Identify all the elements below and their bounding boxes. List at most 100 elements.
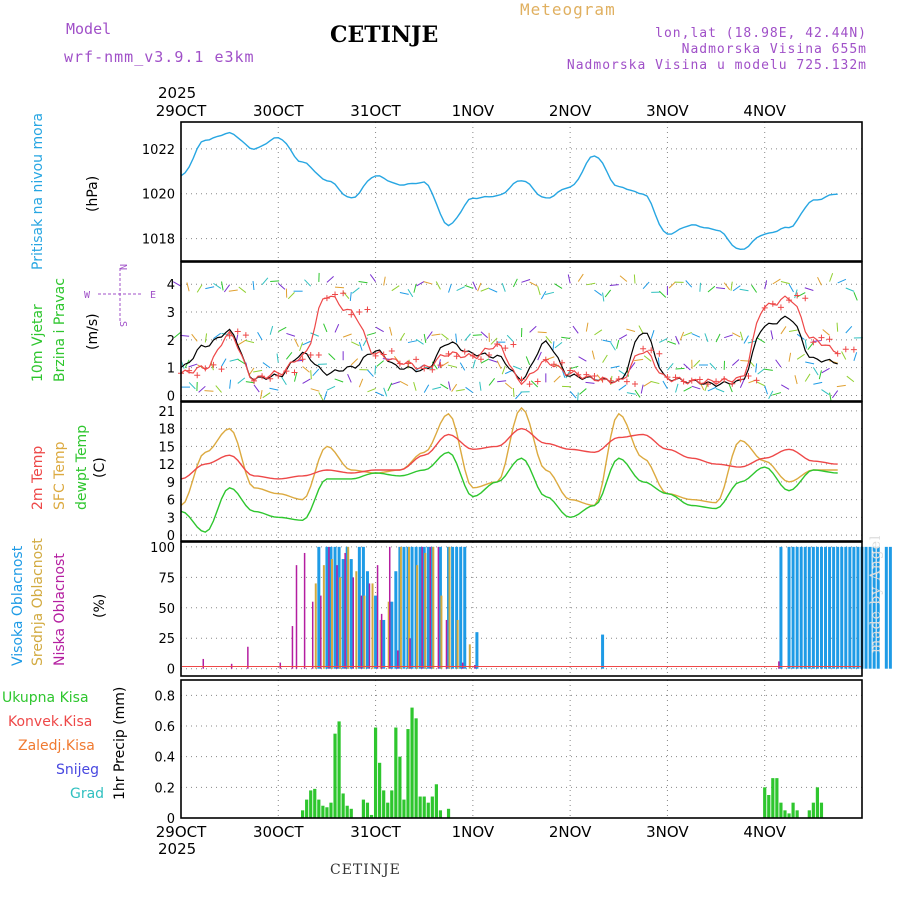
gust-marker	[680, 378, 687, 385]
wind-arrow	[438, 359, 441, 369]
cloud-bar	[426, 546, 430, 669]
cloud-bar	[379, 619, 382, 669]
wind-arrow	[245, 339, 255, 344]
temp-label-1: 2m Temp	[30, 446, 46, 510]
wind-arrow	[667, 340, 677, 345]
cloud-bar	[295, 565, 298, 669]
wind-arrow	[640, 384, 644, 394]
wind-arrow	[369, 274, 376, 282]
gust-marker	[396, 360, 403, 367]
wind-arrow	[794, 375, 798, 385]
wind-arrow	[310, 388, 320, 392]
compass-icon: N W E S	[84, 264, 156, 327]
precip-bar	[783, 810, 787, 818]
wind-arrow	[262, 362, 271, 369]
wind-arrow	[659, 338, 668, 343]
gust-marker	[615, 375, 622, 382]
wind-arrow	[577, 392, 579, 402]
wind-arrow	[221, 358, 227, 367]
wind-arrow	[731, 359, 740, 366]
cloud-bar	[388, 546, 391, 669]
precip-bar	[361, 799, 366, 818]
wind-arrow	[569, 365, 579, 370]
pressure-line	[180, 131, 838, 251]
precip-bar	[313, 788, 317, 818]
gust-marker	[534, 378, 541, 385]
y-tick-label: 18	[158, 423, 175, 438]
wind-arrow	[845, 325, 853, 334]
wind-arrow	[488, 287, 498, 293]
gust-marker	[445, 350, 452, 357]
wind-arrow	[812, 340, 822, 343]
wind-arrow	[285, 351, 293, 360]
cloud-bar	[448, 546, 451, 669]
gust-marker	[413, 356, 420, 363]
wind-arrow	[707, 386, 717, 392]
cloud-bar	[803, 546, 807, 669]
compass-e: E	[150, 290, 156, 301]
wind-arrow	[723, 282, 731, 291]
wind-arrow	[215, 385, 222, 393]
wind-arrow	[480, 331, 488, 339]
precip-bar	[329, 802, 333, 818]
wind-arrow	[191, 333, 198, 342]
precip-bar	[815, 787, 820, 818]
pressure-label: Pritisak na nivou mora	[30, 113, 46, 270]
wind-arrow	[691, 385, 701, 390]
precip-bar	[394, 727, 398, 818]
gust-marker	[777, 304, 784, 311]
cloud-bar	[451, 546, 455, 669]
gust-marker	[672, 374, 679, 381]
cloud-bar	[363, 595, 366, 669]
cloud-bar	[876, 546, 880, 669]
wind-arrow	[634, 389, 641, 398]
wind-arrow	[683, 363, 691, 371]
wind-arrow	[312, 368, 320, 377]
precip-bar	[438, 810, 443, 818]
wind-arrow	[715, 388, 725, 393]
cloud-bar	[872, 546, 876, 669]
cloud-bar	[303, 552, 306, 669]
wind-arrow	[585, 322, 589, 332]
cloud-bar	[852, 546, 856, 669]
wind-arrow	[853, 291, 858, 301]
wind-arrow	[334, 378, 344, 383]
y-tick-label: 9	[167, 476, 175, 491]
gust-marker	[834, 350, 841, 357]
wind-arrow	[704, 333, 709, 342]
x-ticks-bottom: 29OCT 30OCT 31OCT 1NOV 2NOV 3NOV 4NOV	[156, 823, 787, 841]
wind-arrow	[610, 342, 616, 351]
wind-arrow	[764, 385, 768, 395]
wind-arrow	[732, 332, 741, 338]
cloud-bar	[778, 661, 780, 669]
wind-arrow	[797, 292, 806, 298]
wind-arrow	[501, 283, 506, 292]
precip-bar	[406, 729, 410, 818]
cloud-bar	[311, 601, 314, 669]
gust-marker	[632, 381, 638, 388]
wind-arrow	[618, 384, 627, 391]
wind-arrow	[188, 363, 198, 368]
wind-arrow	[269, 387, 279, 391]
wind-arrow	[585, 381, 595, 384]
x-tick-label: 31OCT	[350, 823, 401, 841]
wind-arrow	[817, 276, 822, 286]
dewpoint-line	[180, 451, 838, 533]
precip-legend-freezing: Zaledj.Kisa	[18, 738, 95, 754]
y-tick-label: 0	[167, 812, 175, 827]
wind-arrow	[521, 279, 531, 283]
wind-arrow	[407, 340, 417, 344]
wind-arrow	[342, 291, 350, 299]
wind-arrow	[448, 283, 452, 293]
cloud-bar	[320, 595, 322, 669]
wind-arrow	[375, 326, 384, 333]
year-bottom: 2025	[158, 840, 196, 858]
wind-arrow	[626, 328, 636, 333]
cloud-bars	[202, 546, 892, 669]
cloud-bar	[247, 646, 249, 669]
wind-arrow	[229, 379, 232, 389]
wind-arrow	[455, 333, 458, 343]
y-tick-label: 0	[167, 529, 175, 544]
wind-arrow	[804, 339, 807, 349]
